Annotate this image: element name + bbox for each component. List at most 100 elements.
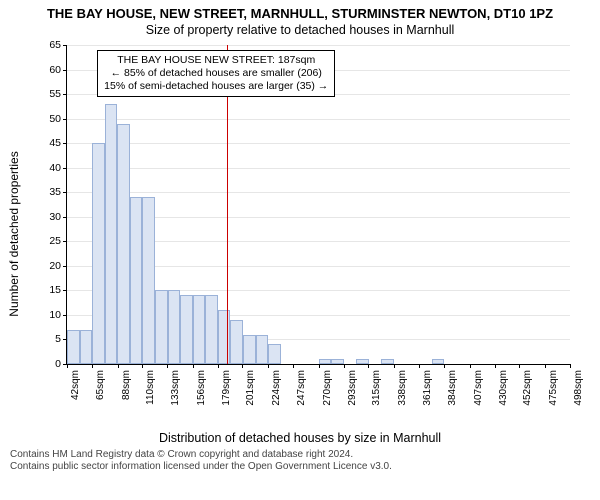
x-tick-mark <box>495 364 496 368</box>
histogram-bar <box>142 197 155 364</box>
y-tick-label: 10 <box>49 309 61 321</box>
footer-line-2: Contains public sector information licen… <box>10 461 590 473</box>
x-tick-mark <box>268 364 269 368</box>
x-tick-mark <box>368 364 369 368</box>
histogram-bar <box>256 335 269 364</box>
x-tick-mark <box>570 364 571 368</box>
x-tick-label: 65sqm <box>95 370 106 400</box>
x-tick-mark <box>293 364 294 368</box>
page-title: THE BAY HOUSE, NEW STREET, MARNHULL, STU… <box>10 6 590 21</box>
x-tick-mark <box>92 364 93 368</box>
x-tick-mark <box>142 364 143 368</box>
histogram-bar <box>432 359 445 364</box>
x-tick-mark <box>67 364 68 368</box>
x-tick-label: 247sqm <box>296 370 307 406</box>
histogram-bar <box>92 143 105 364</box>
x-tick-mark <box>344 364 345 368</box>
histogram-bar <box>205 295 218 364</box>
histogram-bar <box>193 295 206 364</box>
plot-area: 0510152025303540455055606542sqm65sqm88sq… <box>66 45 570 365</box>
x-tick-label: 384sqm <box>447 370 458 406</box>
y-tick-label: 60 <box>49 64 61 76</box>
x-tick-mark <box>470 364 471 368</box>
y-tick-label: 40 <box>49 162 61 174</box>
histogram-bar <box>80 330 93 364</box>
annotation-box: THE BAY HOUSE NEW STREET: 187sqm← 85% of… <box>97 50 335 97</box>
x-tick-label: 498sqm <box>573 370 584 406</box>
x-tick-mark <box>167 364 168 368</box>
x-tick-mark <box>319 364 320 368</box>
histogram-bar <box>180 295 193 364</box>
x-tick-mark <box>193 364 194 368</box>
x-tick-label: 42sqm <box>70 370 81 400</box>
histogram-bar <box>130 197 143 364</box>
footer-attribution: Contains HM Land Registry data © Crown c… <box>10 449 590 473</box>
x-tick-label: 361sqm <box>422 370 433 406</box>
y-tick-label: 20 <box>49 260 61 272</box>
x-tick-mark <box>545 364 546 368</box>
y-tick-label: 50 <box>49 113 61 125</box>
x-tick-label: 407sqm <box>473 370 484 406</box>
annotation-line: THE BAY HOUSE NEW STREET: 187sqm <box>104 54 328 67</box>
gridline <box>67 45 570 46</box>
y-tick-label: 15 <box>49 284 61 296</box>
y-tick-mark <box>63 168 67 169</box>
y-axis-label: Number of detached properties <box>7 151 21 316</box>
y-tick-mark <box>63 192 67 193</box>
y-tick-mark <box>63 266 67 267</box>
x-tick-label: 452sqm <box>522 370 533 406</box>
y-tick-mark <box>63 241 67 242</box>
x-tick-mark <box>218 364 219 368</box>
histogram-bar <box>67 330 80 364</box>
histogram-bar <box>230 320 243 364</box>
histogram-bar <box>117 124 130 364</box>
y-tick-mark <box>63 290 67 291</box>
histogram-bar <box>268 344 281 364</box>
footer-line-1: Contains HM Land Registry data © Crown c… <box>10 449 590 461</box>
histogram-bar <box>331 359 344 364</box>
x-axis-label: Distribution of detached houses by size … <box>10 431 590 445</box>
y-tick-mark <box>63 143 67 144</box>
x-tick-mark <box>444 364 445 368</box>
annotation-line: ← 85% of detached houses are smaller (20… <box>104 67 328 80</box>
x-tick-label: 201sqm <box>245 370 256 406</box>
y-tick-mark <box>63 94 67 95</box>
gridline <box>67 192 570 193</box>
y-tick-mark <box>63 315 67 316</box>
x-tick-mark <box>118 364 119 368</box>
x-tick-label: 430sqm <box>498 370 509 406</box>
chart-container: Number of detached properties 0510152025… <box>20 39 580 429</box>
x-tick-label: 110sqm <box>145 370 156 405</box>
x-tick-label: 315sqm <box>371 370 382 406</box>
y-tick-label: 45 <box>49 137 61 149</box>
y-tick-label: 65 <box>49 39 61 51</box>
gridline <box>67 119 570 120</box>
y-tick-mark <box>63 70 67 71</box>
page-subtitle: Size of property relative to detached ho… <box>10 23 590 37</box>
gridline <box>67 143 570 144</box>
histogram-bar <box>168 290 181 364</box>
y-tick-label: 25 <box>49 235 61 247</box>
y-tick-label: 30 <box>49 211 61 223</box>
y-tick-label: 35 <box>49 186 61 198</box>
annotation-line: 15% of semi-detached houses are larger (… <box>104 80 328 93</box>
y-tick-label: 5 <box>55 333 61 345</box>
histogram-bar <box>105 104 118 364</box>
histogram-bar <box>155 290 168 364</box>
histogram-bar <box>243 335 256 364</box>
y-tick-mark <box>63 119 67 120</box>
histogram-bar <box>218 310 231 364</box>
x-tick-mark <box>419 364 420 368</box>
histogram-bar <box>319 359 332 364</box>
x-tick-mark <box>519 364 520 368</box>
x-tick-label: 179sqm <box>221 370 232 406</box>
x-tick-mark <box>242 364 243 368</box>
y-tick-mark <box>63 217 67 218</box>
y-tick-label: 0 <box>55 358 61 370</box>
y-tick-label: 55 <box>49 88 61 100</box>
x-tick-mark <box>394 364 395 368</box>
y-tick-mark <box>63 45 67 46</box>
x-tick-label: 156sqm <box>196 370 207 406</box>
gridline <box>67 168 570 169</box>
histogram-bar <box>356 359 369 364</box>
